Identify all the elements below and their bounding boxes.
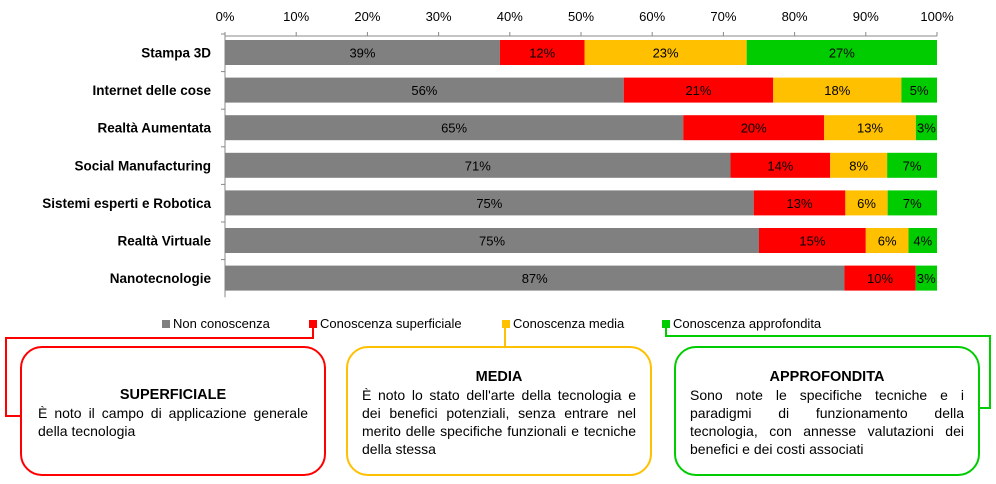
data-label: 13%	[857, 121, 883, 136]
data-label: 21%	[685, 83, 711, 98]
data-label: 7%	[903, 196, 922, 211]
bar-segment	[683, 115, 825, 141]
legend-item-conoscenza-superficiale: Conoscenza superficiale	[309, 316, 462, 331]
box-title: APPROFONDITA	[769, 369, 885, 385]
category-label: Realtà Virtuale	[117, 234, 211, 249]
data-label: 3%	[917, 121, 936, 136]
x-tick-label: 60%	[639, 9, 665, 24]
data-label: 7%	[903, 158, 922, 173]
data-label: 18%	[824, 83, 850, 98]
data-label: 3%	[917, 271, 936, 286]
legend-label: Non conoscenza	[173, 316, 270, 331]
bar-segment	[824, 115, 916, 141]
bar-segment	[623, 77, 774, 103]
bar-segment	[830, 152, 888, 178]
bar-segment	[759, 228, 866, 253]
data-label: 65%	[441, 121, 467, 136]
data-label: 39%	[349, 46, 375, 61]
bar-segment	[225, 152, 731, 178]
legend-label: Conoscenza superficiale	[320, 316, 462, 331]
bar-segment	[773, 77, 902, 103]
legend-swatch	[309, 319, 317, 328]
bar-segment	[225, 40, 500, 65]
data-label: 75%	[479, 234, 505, 249]
bar-segment	[225, 77, 624, 103]
category-label: Sistemi esperti e Robotica	[42, 196, 211, 211]
data-label: 10%	[867, 271, 893, 286]
bar-segment	[887, 190, 937, 216]
x-tick-label: 90%	[853, 9, 879, 24]
legend-label: Conoscenza approfondita	[673, 316, 822, 331]
bar-segment	[865, 228, 909, 253]
legend-swatch	[162, 319, 170, 328]
category-label: Stampa 3D	[141, 46, 211, 61]
data-label: 12%	[529, 46, 555, 61]
x-tick-label: 40%	[497, 9, 523, 24]
bar-segment	[225, 228, 759, 253]
bar-segment	[908, 228, 937, 253]
stacked-bar-chart: 0% 10% 20% 30% 40% 50% 60% 70% 80% 90% 100% Stampa …	[42, 9, 954, 298]
data-label: 4%	[913, 234, 932, 249]
data-label: 20%	[741, 121, 767, 136]
box-media: MEDIA È noto lo stato dell'arte della te…	[346, 346, 652, 476]
bar-segment	[844, 265, 916, 291]
data-label: 71%	[465, 158, 491, 173]
legend-item-conoscenza-media: Conoscenza media	[502, 316, 624, 331]
x-tick-label: 10%	[283, 9, 309, 24]
bar-segment	[915, 265, 937, 291]
x-tick-label: 30%	[426, 9, 452, 24]
category-label: Nanotecnologie	[110, 271, 212, 286]
bar-segment	[753, 190, 846, 216]
data-label: 23%	[653, 46, 679, 61]
bar-segment	[845, 190, 888, 216]
data-label: 5%	[910, 83, 929, 98]
box-title: MEDIA	[475, 369, 523, 385]
bar-segment	[225, 115, 684, 141]
category-label: Internet delle cose	[92, 83, 211, 98]
bar-segment	[901, 77, 937, 103]
x-tick-label: 70%	[710, 9, 736, 24]
data-label: 13%	[787, 196, 813, 211]
x-tick-label: 0%	[216, 9, 235, 24]
bar-segment	[915, 115, 937, 141]
box-approfondita: APPROFONDITA Sono note le specifiche tec…	[674, 346, 980, 476]
data-label: 8%	[849, 158, 868, 173]
data-label: 6%	[857, 196, 876, 211]
legend-swatch	[502, 319, 510, 328]
data-label: 15%	[799, 234, 825, 249]
legend-item-non-conoscenza: Non conoscenza	[162, 316, 270, 331]
box-body: Sono note le specifiche tecniche e i par…	[690, 387, 964, 457]
data-label: 87%	[522, 271, 548, 286]
bar-segment	[225, 190, 754, 216]
bar-segment	[499, 40, 585, 65]
bar-segment	[225, 265, 845, 291]
chart-legend: Non conoscenza Conoscenza superficiale C…	[0, 316, 996, 334]
bar-segment	[584, 40, 747, 65]
bar-segment	[730, 152, 831, 178]
x-tick-label: 20%	[354, 9, 380, 24]
legend-item-conoscenza-approfondita: Conoscenza approfondita	[662, 316, 821, 331]
legend-swatch	[662, 319, 670, 328]
data-label: 27%	[829, 46, 855, 61]
x-tick-label: 100%	[920, 9, 954, 24]
box-superficiale: SUPERFICIALE È noto il campo di applicaz…	[20, 346, 326, 476]
data-label: 6%	[878, 234, 897, 249]
box-title: SUPERFICIALE	[119, 387, 227, 403]
bar-segment	[746, 40, 937, 65]
x-tick-label: 50%	[568, 9, 594, 24]
data-label: 56%	[411, 83, 437, 98]
category-label: Realtà Aumentata	[97, 121, 211, 136]
legend-label: Conoscenza media	[513, 316, 625, 331]
x-tick-label: 80%	[782, 9, 808, 24]
box-body: È noto il campo di applicazione generale…	[38, 405, 308, 439]
bar-segment	[887, 152, 937, 178]
box-body: È noto lo stato dell'arte della tecnolog…	[362, 387, 636, 457]
data-label: 75%	[476, 196, 502, 211]
category-label: Social Manufacturing	[74, 158, 211, 173]
data-label: 14%	[767, 158, 793, 173]
